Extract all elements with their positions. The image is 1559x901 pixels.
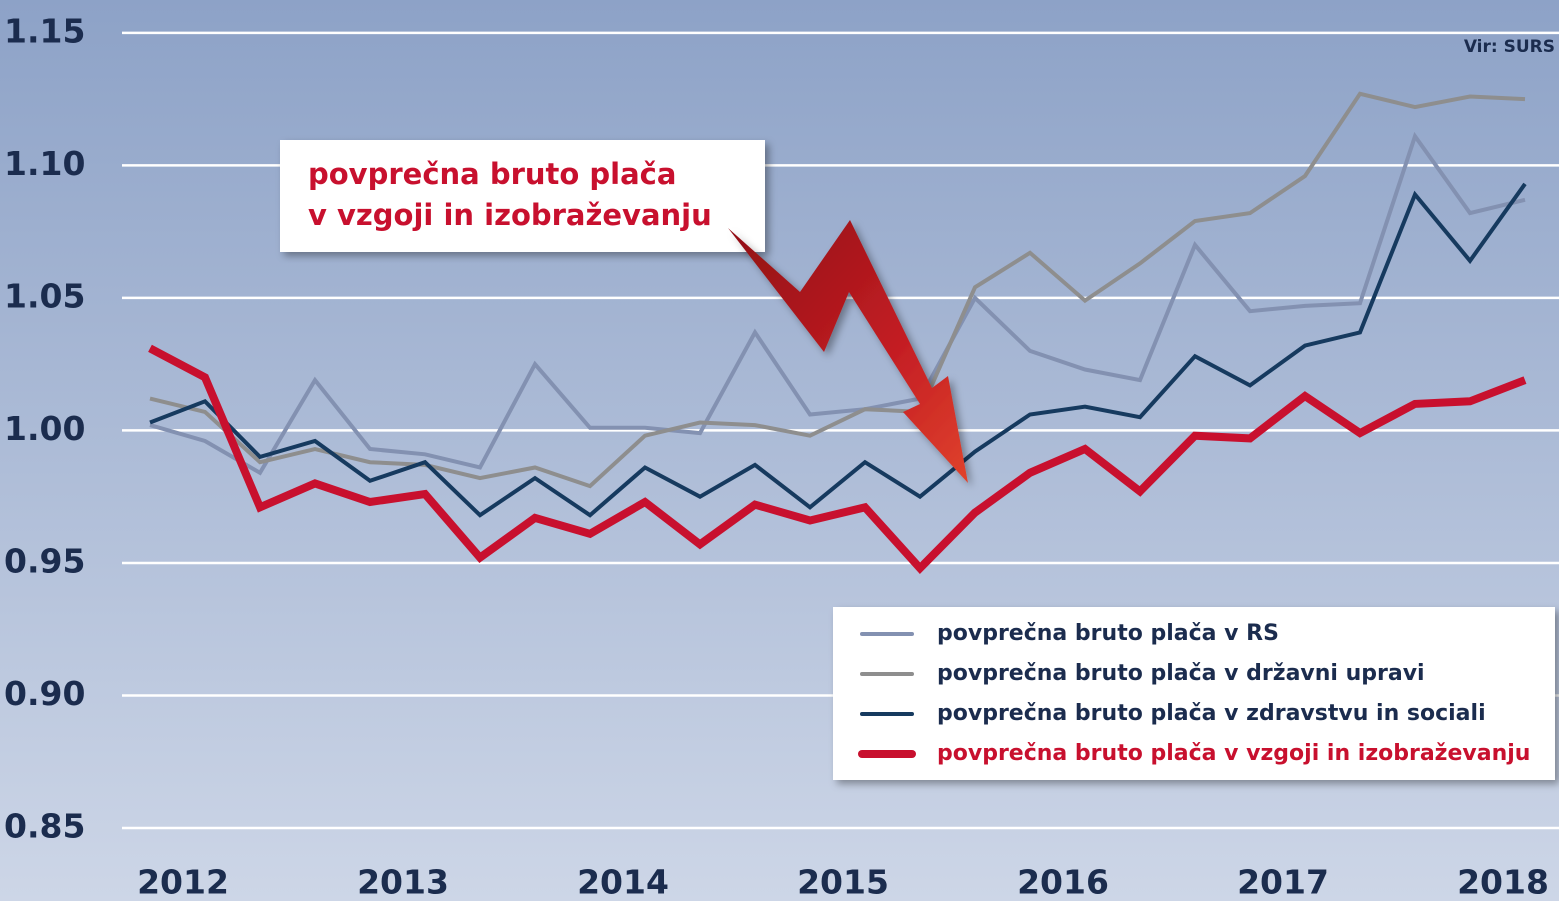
legend-label: povprečna bruto plača v državni upravi <box>937 661 1425 686</box>
x-tick-label: 2015 <box>797 863 889 901</box>
legend-label: povprečna bruto plača v RS <box>937 621 1279 646</box>
y-tick-label: 0.90 <box>4 674 85 713</box>
x-tick-label: 2016 <box>1017 863 1109 901</box>
legend-label: povprečna bruto plača v vzgoji in izobra… <box>937 741 1530 766</box>
y-tick-label: 1.05 <box>4 276 85 315</box>
source: Vir: SURS <box>1464 37 1555 57</box>
legend-label: povprečna bruto plača v zdravstvu in soc… <box>937 701 1486 726</box>
x-tick-label: 2014 <box>577 863 669 901</box>
y-tick-label: 0.95 <box>4 541 85 580</box>
annotation: v vzgoji in izobraževanju <box>308 198 712 232</box>
y-tick-label: 1.10 <box>4 144 85 183</box>
x-tick-label: 2017 <box>1237 863 1329 901</box>
chart: Vir: SURS povprečna bruto plača v vzgoji… <box>0 0 1559 901</box>
x-tick-label: 2018 <box>1457 863 1549 901</box>
y-tick-label: 0.85 <box>4 806 85 845</box>
x-tick-label: 2013 <box>357 863 449 901</box>
page: Vir: SURS povprečna bruto plača v vzgoji… <box>0 0 1559 901</box>
annotation: povprečna bruto plača <box>308 157 676 191</box>
x-tick-label: 2012 <box>137 863 229 901</box>
y-tick-label: 1.15 <box>4 11 85 50</box>
y-tick-label: 1.00 <box>4 409 85 448</box>
